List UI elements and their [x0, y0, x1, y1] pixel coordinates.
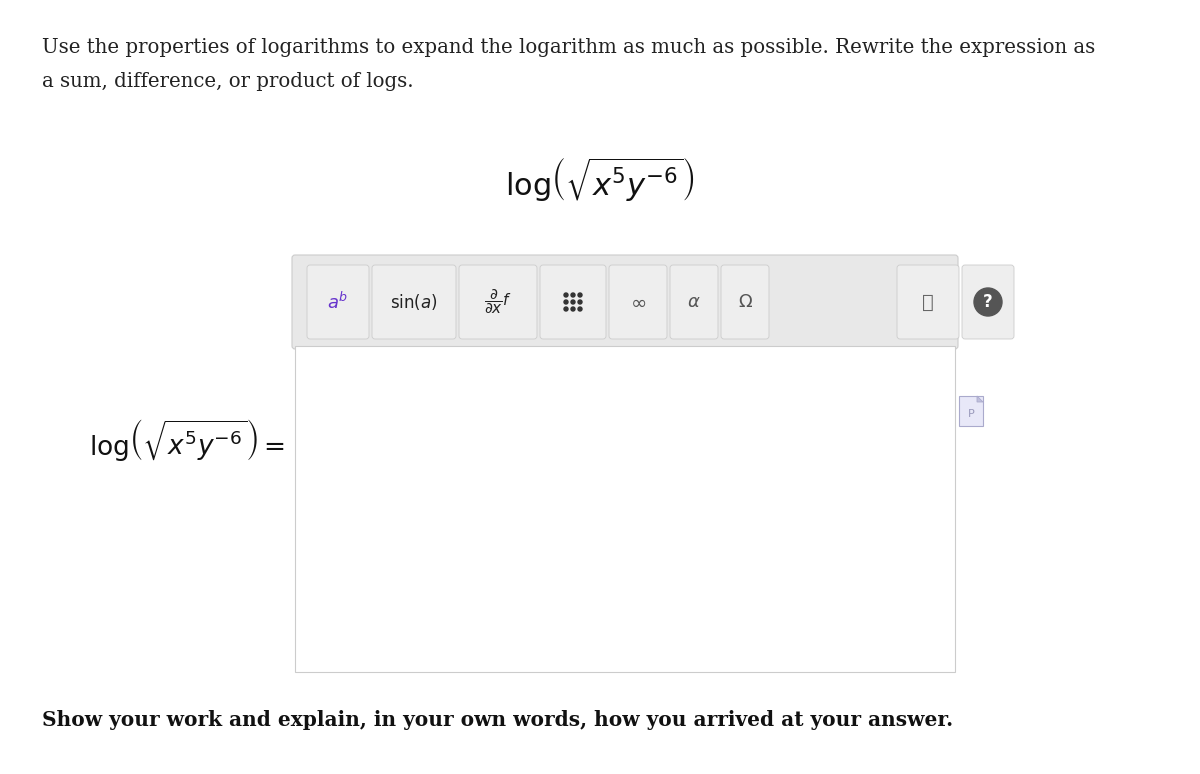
- FancyBboxPatch shape: [458, 265, 538, 339]
- FancyBboxPatch shape: [959, 396, 983, 426]
- Circle shape: [564, 307, 568, 311]
- Circle shape: [578, 300, 582, 304]
- FancyBboxPatch shape: [962, 265, 1014, 339]
- FancyBboxPatch shape: [292, 255, 958, 349]
- Text: Show your work and explain, in your own words, how you arrived at your answer.: Show your work and explain, in your own …: [42, 710, 953, 730]
- Text: a sum, difference, or product of logs.: a sum, difference, or product of logs.: [42, 72, 414, 91]
- FancyBboxPatch shape: [372, 265, 456, 339]
- FancyBboxPatch shape: [670, 265, 718, 339]
- Text: $\mathrm{log}\left(\sqrt{x^5y^{-6}}\right)$: $\mathrm{log}\left(\sqrt{x^5y^{-6}}\righ…: [505, 156, 695, 204]
- Circle shape: [564, 300, 568, 304]
- Text: $a^b$: $a^b$: [328, 291, 349, 313]
- FancyBboxPatch shape: [721, 265, 769, 339]
- Text: $\dfrac{\partial}{\partial x}f$: $\dfrac{\partial}{\partial x}f$: [484, 288, 512, 317]
- Circle shape: [578, 293, 582, 297]
- Text: 🗑: 🗑: [922, 293, 934, 311]
- Circle shape: [571, 300, 575, 304]
- Polygon shape: [977, 396, 983, 402]
- Text: Use the properties of logarithms to expand the logarithm as much as possible. Re: Use the properties of logarithms to expa…: [42, 38, 1096, 57]
- FancyBboxPatch shape: [307, 265, 370, 339]
- Text: $\mathrm{log}\left(\sqrt{x^5y^{-6}}\right) =$: $\mathrm{log}\left(\sqrt{x^5y^{-6}}\righ…: [89, 417, 286, 463]
- Text: $\sin(a)$: $\sin(a)$: [390, 292, 438, 312]
- Circle shape: [974, 288, 1002, 316]
- Text: $\infty$: $\infty$: [630, 293, 646, 311]
- Text: $\alpha$: $\alpha$: [688, 293, 701, 311]
- Circle shape: [571, 307, 575, 311]
- Text: $\Omega$: $\Omega$: [738, 293, 752, 311]
- FancyBboxPatch shape: [898, 265, 959, 339]
- Bar: [295, 346, 955, 672]
- Text: ?: ?: [983, 293, 992, 311]
- FancyBboxPatch shape: [610, 265, 667, 339]
- Text: P: P: [967, 409, 974, 419]
- Circle shape: [571, 293, 575, 297]
- Circle shape: [564, 293, 568, 297]
- Circle shape: [578, 307, 582, 311]
- FancyBboxPatch shape: [540, 265, 606, 339]
